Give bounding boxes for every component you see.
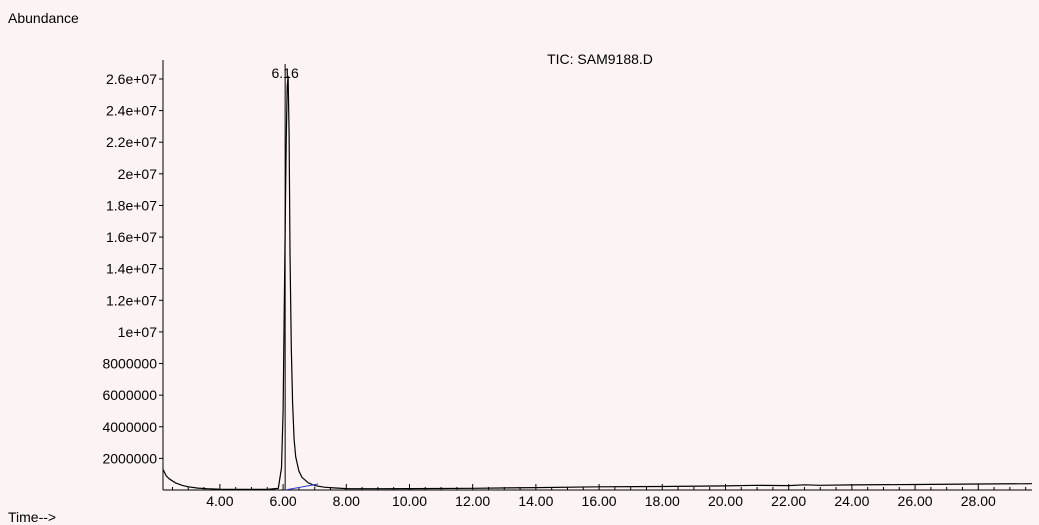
y-tick-label-5: 1.2e+07 [106, 292, 157, 308]
x-tick-label-0: 4.00 [206, 493, 233, 509]
y-tick-label-12: 2.6e+07 [106, 71, 157, 87]
x-tick-label-2: 8.00 [333, 493, 360, 509]
x-tick-label-9: 22.00 [771, 493, 806, 509]
y-tick-label-7: 1.6e+07 [106, 229, 157, 245]
x-axis-label: Time--> [8, 509, 56, 525]
x-tick-label-10: 24.00 [834, 493, 869, 509]
x-axis-ticks: 4.00 6.00 8.00 10.00 12.00 14.00 16.00 18.00 20.… [171, 484, 1027, 509]
y-tick-label-11: 2.4e+07 [106, 103, 157, 119]
x-tick-label-12: 28.00 [961, 493, 996, 509]
y-tick-label-3: 8000000 [102, 356, 157, 372]
peak-baseline-0 [285, 483, 319, 491]
y-axis-label: Abundance [8, 10, 79, 26]
y-tick-label-1: 4000000 [102, 419, 157, 435]
y-tick-label-0: 2000000 [102, 450, 157, 466]
x-tick-label-7: 18.00 [645, 493, 680, 509]
x-tick-label-6: 16.00 [582, 493, 617, 509]
peak-label-0: 6.16 [272, 65, 299, 81]
x-tick-label-4: 12.00 [455, 493, 490, 509]
chart-title: TIC: SAM9188.D [547, 51, 653, 67]
x-tick-label-11: 26.00 [898, 493, 933, 509]
x-tick-label-3: 10.00 [392, 493, 427, 509]
y-axis-ticks: 2000000 4000000 6000000 8000000 1e+07 1.2e+07… [102, 71, 163, 466]
y-tick-label-10: 2.2e+07 [106, 134, 157, 150]
x-tick-label-8: 20.00 [708, 493, 743, 509]
series-line-0 [162, 75, 1033, 490]
peak-annotations: 6.16 [272, 64, 319, 491]
series-group [162, 75, 1033, 490]
y-tick-label-6: 1.4e+07 [106, 261, 157, 277]
x-tick-label-1: 6.00 [269, 493, 296, 509]
axes [162, 60, 1032, 491]
y-tick-label-2: 6000000 [102, 387, 157, 403]
x-tick-label-5: 14.00 [518, 493, 553, 509]
y-tick-label-4: 1e+07 [118, 324, 158, 340]
y-tick-label-8: 1.8e+07 [106, 197, 157, 213]
y-tick-label-9: 2e+07 [118, 166, 158, 182]
